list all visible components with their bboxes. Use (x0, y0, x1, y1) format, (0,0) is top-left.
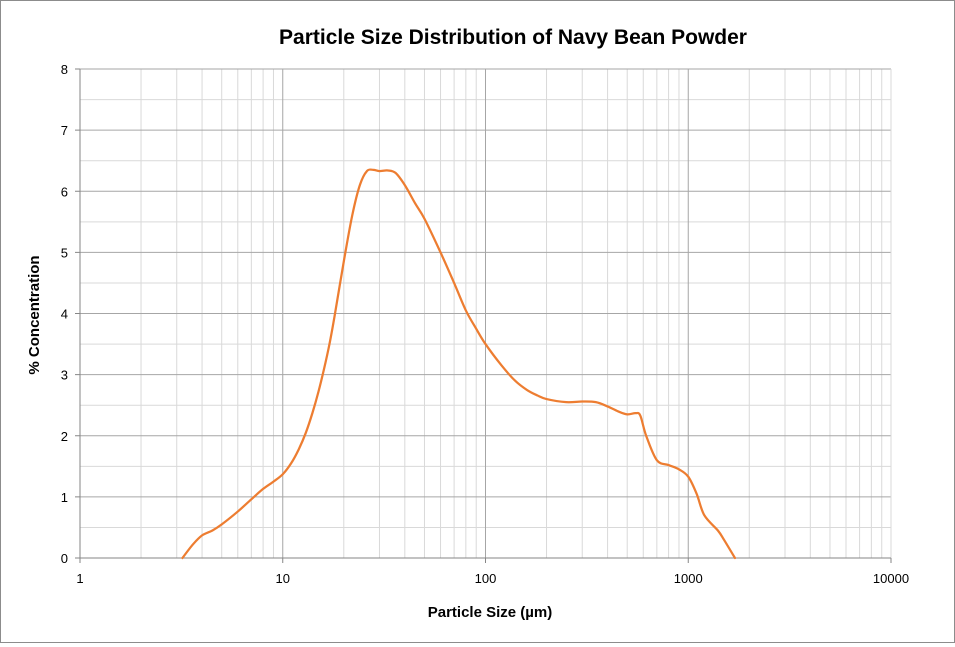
x-tick-label: 10000 (873, 571, 909, 586)
y-tick-label: 5 (61, 245, 68, 260)
x-tick-label: 1 (76, 571, 83, 586)
chart-title: Particle Size Distribution of Navy Bean … (279, 26, 747, 49)
series-layer (181, 168, 737, 560)
y-tick-label: 7 (61, 123, 68, 138)
y-tick-label: 0 (61, 551, 68, 566)
x-axis-ticks: 1 10 100 1000 10000 (76, 558, 909, 586)
y-tick-label: 4 (61, 307, 68, 322)
y-tick-label: 1 (61, 490, 68, 505)
y-axis-ticks: 0 1 2 3 4 5 6 7 8 (61, 62, 80, 566)
x-tick-label: 1000 (674, 571, 703, 586)
x-axis-label: Particle Size (µm) (428, 604, 553, 621)
series-line (181, 168, 737, 560)
y-axis-label: % Concentration (26, 255, 43, 374)
y-tick-label: 3 (61, 368, 68, 383)
y-tick-label: 6 (61, 184, 68, 199)
x-tick-label: 100 (475, 571, 497, 586)
y-tick-label: 2 (61, 429, 68, 444)
x-tick-label: 10 (276, 571, 290, 586)
y-tick-label: 8 (61, 62, 68, 77)
